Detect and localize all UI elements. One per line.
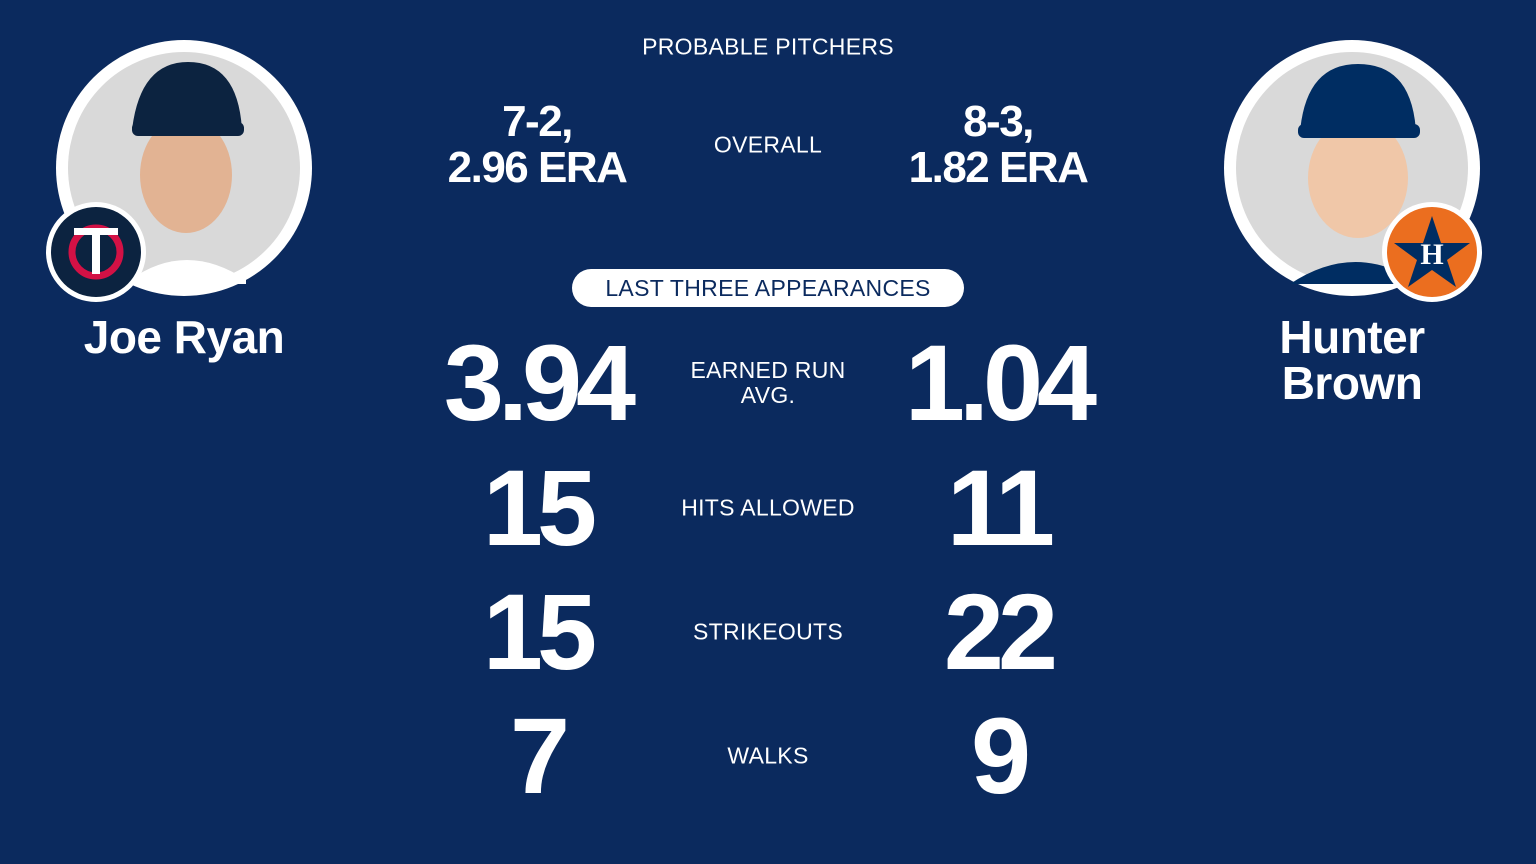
overall-label: OVERALL — [713, 131, 823, 158]
svg-text:H: H — [1420, 238, 1443, 271]
overall-record-line: 8-3, — [963, 97, 1034, 146]
stat-label: EARNED RUN AVG. — [690, 358, 845, 408]
stat-label-line: EARNED RUN — [690, 357, 846, 383]
stat-label: STRIKEOUTS — [693, 618, 843, 645]
right-logo: H — [1382, 202, 1482, 302]
overall-record-line: 1.82 ERA — [908, 143, 1089, 192]
stat-label-line: STRIKEOUTS — [693, 618, 843, 645]
stat-value: 15 — [482, 571, 597, 692]
overall-record-line: 2.96 ERA — [447, 143, 628, 192]
left-logo — [46, 202, 146, 302]
stat-value: 9 — [970, 695, 1031, 816]
title: PROBABLE PITCHERS — [642, 33, 894, 60]
stat-label-line: WALKS — [727, 742, 809, 769]
stat-label-line: HITS ALLOWED — [681, 494, 855, 521]
stat-label: WALKS — [727, 742, 809, 769]
overall-record-line: 7-2, — [502, 97, 573, 146]
stat-value: 22 — [943, 571, 1058, 692]
stat-value: 3.94 — [443, 322, 636, 443]
stat-label: HITS ALLOWED — [681, 494, 855, 521]
stat-value: 1.04 — [904, 322, 1097, 443]
stat-value: 11 — [946, 447, 1055, 568]
pitcher-name-line: Joe Ryan — [83, 311, 285, 363]
stat-value: 15 — [482, 447, 597, 568]
stat-value: 7 — [509, 695, 570, 816]
pitcher-name: Joe Ryan — [84, 314, 285, 360]
overall-record: 7-2, 2.96 ERA — [447, 97, 628, 192]
overall-record: 8-3, 1.82 ERA — [908, 97, 1089, 192]
section-pill: LAST THREE APPEARANCES — [572, 269, 964, 307]
pitcher-name-line: Hunter — [1279, 311, 1425, 363]
pitcher-name-line: Brown — [1281, 357, 1423, 409]
pitcher-name: Hunter Brown — [1279, 311, 1425, 409]
stat-label-line: AVG. — [740, 382, 796, 408]
